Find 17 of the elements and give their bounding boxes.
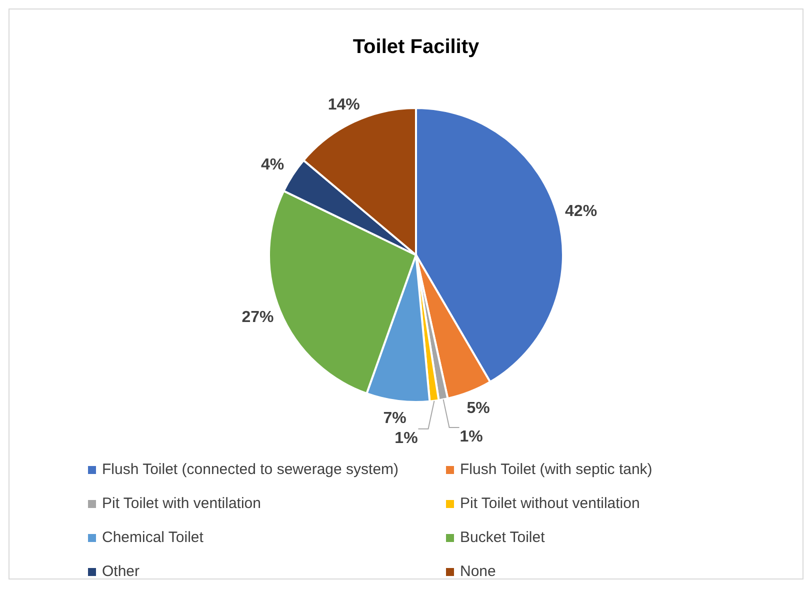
- legend-label: Bucket Toilet: [460, 528, 546, 546]
- legend-label: Flush Toilet (connected to sewerage system): [102, 460, 399, 478]
- data-label: 1%: [394, 430, 418, 448]
- chart-title: Toilet Facility: [352, 36, 480, 58]
- legend-label: Other: [102, 562, 140, 580]
- data-label: 27%: [242, 308, 274, 326]
- data-label: 1%: [460, 428, 483, 446]
- data-label: 7%: [383, 410, 406, 427]
- legend-label: Flush Toilet (with septic tank): [460, 460, 652, 478]
- data-label: 42%: [565, 203, 598, 220]
- data-label: 4%: [260, 156, 284, 174]
- data-label: 14%: [328, 96, 360, 114]
- data-label: 5%: [466, 400, 490, 417]
- legend-label: Pit Toilet without ventilation: [460, 494, 640, 512]
- legend-label: Pit Toilet with ventilation: [102, 494, 261, 512]
- legend-label: Chemical Toilet: [102, 528, 204, 546]
- legend-label: None: [460, 562, 496, 580]
